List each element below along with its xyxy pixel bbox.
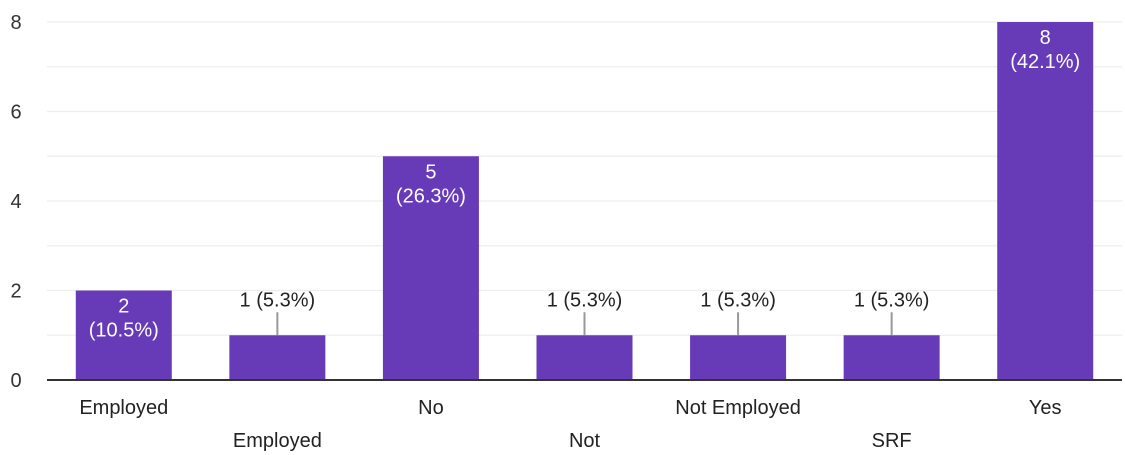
bar bbox=[997, 22, 1094, 380]
bar bbox=[843, 335, 940, 380]
bar-value-label: 1 (5.3%) bbox=[700, 289, 776, 311]
bar-value-labels: 2(10.5%) 1 (5.3%) 5(26.3%) 1 (5.3%) 1 (5.3%)… bbox=[89, 27, 1080, 342]
y-tick-label: 0 bbox=[10, 370, 21, 392]
x-category-label: Employed bbox=[233, 430, 322, 452]
bar bbox=[690, 335, 787, 380]
x-category-label: SRF bbox=[872, 430, 912, 452]
y-tick-label: 8 bbox=[10, 12, 21, 34]
x-category-label: Not bbox=[569, 430, 601, 452]
y-tick-label: 6 bbox=[10, 102, 21, 124]
bar-value-label: 1 (5.3%) bbox=[854, 289, 930, 311]
bar-value-label: (10.5%) bbox=[89, 320, 159, 342]
bar-value-label: (26.3%) bbox=[396, 185, 466, 207]
y-tick-label: 2 bbox=[10, 281, 21, 303]
y-axis-tick-labels: 0 2 4 6 8 bbox=[10, 12, 21, 392]
bar bbox=[75, 290, 172, 380]
grid-lines bbox=[47, 21, 1122, 336]
bar-value-label: (42.1%) bbox=[1010, 51, 1080, 73]
bar bbox=[229, 335, 326, 380]
bar bbox=[382, 156, 479, 380]
bar-value-label: 2 bbox=[118, 296, 129, 318]
x-category-label: No bbox=[418, 397, 444, 419]
bar-value-label: 5 bbox=[425, 161, 436, 183]
bar-value-label: 1 (5.3%) bbox=[547, 289, 623, 311]
bar-value-label: 8 bbox=[1040, 27, 1051, 49]
y-tick-label: 4 bbox=[10, 191, 21, 213]
bars bbox=[75, 22, 1094, 380]
x-axis-category-labels: Employed Employed No Not Not Employed SRF Yes bbox=[79, 397, 1061, 452]
bar bbox=[536, 335, 633, 380]
x-category-label: Not Employed bbox=[675, 397, 801, 419]
bar-value-label: 1 (5.3%) bbox=[240, 289, 316, 311]
x-category-label: Employed bbox=[79, 397, 168, 419]
x-category-label: Yes bbox=[1029, 397, 1062, 419]
